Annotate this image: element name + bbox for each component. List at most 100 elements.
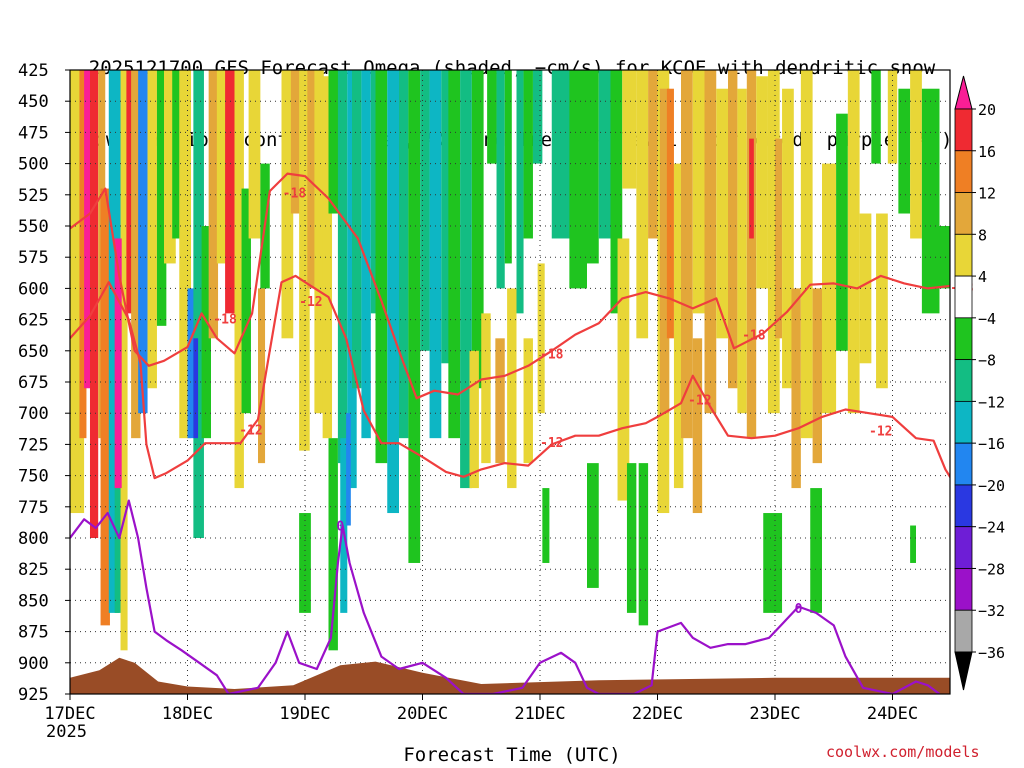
omega-cell-31 [299,70,310,451]
colorbar-label-2: 12 [978,185,996,203]
omega-cell-19 [193,70,204,538]
omega-cell-49 [429,70,442,439]
omega-cell-8 [117,70,123,314]
omega-cell-70 [598,70,611,239]
omega-cell-93 [767,70,780,414]
x-tick-label-24DEC: 24DEC [867,704,918,724]
omega-cell-38 [337,70,348,464]
omega-cell-17 [179,70,192,439]
credit-link[interactable]: coolwx.com/models [826,743,980,761]
omega-cell-99 [822,163,837,414]
y-tick-label-725: 725 [18,435,49,455]
omega-cell-13 [147,70,157,389]
colorbar-swatch-5 [954,275,973,319]
omega-cell-113 [810,488,822,613]
omega-cell-43 [370,70,378,314]
colorbar-label-7: −12 [978,393,1005,411]
omega-cell-32 [307,70,317,289]
omega-cell-54 [487,70,497,164]
omega-cell-60 [469,350,479,489]
omega-cell-30 [290,70,303,214]
omega-cell-63 [507,288,517,489]
colorbar-bottom-arrow [954,651,973,691]
omega-cell-41 [352,70,362,389]
y-axis: 425 450 475 500 525 550 575 600 625 650 675 700 725 7… [18,61,70,705]
colorbar-label-1: 16 [978,143,996,161]
colorbar-swatch-1 [954,108,973,152]
contour-label-2: -12 [299,295,322,310]
x-tick-label-18DEC: 18DEC [162,704,213,724]
colorbar-swatch-10 [954,484,973,528]
omega-cell-105 [887,70,898,164]
y-tick-label-525: 525 [18,186,49,206]
colorbar-swatch-7 [954,359,973,402]
contour-label-5: -12 [540,436,563,451]
contour-label-1: -18 [213,312,237,327]
omega-cell-56 [504,70,512,264]
y-tick-label-925: 925 [18,685,49,705]
omega-cell-50 [441,70,451,364]
y-tick-label-700: 700 [18,404,49,424]
omega-cell-71 [610,70,623,314]
omega-cell-37 [328,438,338,651]
omega-cell-26 [248,70,261,239]
omega-cell-66 [542,488,550,563]
omega-cell-39 [340,438,348,613]
colorbar-label-11: −28 [978,560,1005,578]
x-tick-label-19DEC: 19DEC [279,704,330,724]
y-tick-label-675: 675 [18,373,49,393]
colorbar-label-10: −24 [978,519,1005,537]
omega-shading [70,70,950,651]
omega-cell-80 [659,88,670,414]
omega-cell-84 [692,338,703,514]
omega-cell-14 [156,70,167,326]
y-tick-label-650: 650 [18,342,49,362]
y-tick-label-600: 600 [18,279,49,299]
y-tick-label-575: 575 [18,248,49,268]
omega-cell-91 [749,138,754,239]
omega-cell-82 [673,163,684,489]
omega-cell-76 [636,70,649,339]
x-axis-title: Forecast Time (UTC) [403,744,621,766]
colorbar-swatch-13 [954,609,973,653]
omega-cell-62 [495,338,505,464]
omega-cell-34 [299,513,311,613]
y-tick-label-425: 425 [18,61,49,81]
omega-cell-1 [79,70,87,439]
omega-cell-92 [756,76,768,289]
omega-cell-74 [622,70,637,189]
colorbar-swatch-12 [954,568,973,611]
omega-cell-29 [281,70,294,339]
colorbar-top-arrow [954,75,973,110]
omega-cell-86 [704,70,717,414]
omega-cell-87 [716,88,728,339]
y-tick-label-625: 625 [18,311,49,331]
omega-cell-58 [523,70,533,239]
omega-cell-75 [626,463,637,613]
omega-cell-117 [346,413,351,526]
omega-cell-22 [216,70,228,264]
omega-cell-24 [234,70,244,489]
colorbar-label-5: −4 [978,310,996,328]
omega-cell-106 [898,88,911,214]
omega-cell-23 [225,70,236,314]
y-tick-label-825: 825 [18,560,49,580]
y-tick-label-850: 850 [18,591,49,611]
omega-cell-25 [241,188,251,414]
omega-cell-83 [681,70,693,439]
omega-cell-77 [638,463,649,626]
contour-label-6: -18 [742,329,766,344]
colorbar-label-12: −32 [978,602,1005,620]
omega-cell-51 [448,70,461,439]
omega-cell-90 [746,70,757,439]
colorbar-swatch-6 [954,317,973,361]
contour-label-4: -18 [540,347,564,362]
contour-label-0: -18 [283,186,307,201]
omega-cell-103 [871,70,881,164]
x-axis: 17DEC 18DEC 19DEC 20DEC 21DEC 22DEC 23DEC 24DEC… [44,694,918,742]
colorbar: 20 16 12 8 4 −4 −8 −12 −16 −20 −24 −28 −32 −36 [954,75,1005,691]
omega-cell-20 [201,226,211,439]
omega-cell-6 [108,70,120,613]
omega-cell-101 [847,70,860,414]
